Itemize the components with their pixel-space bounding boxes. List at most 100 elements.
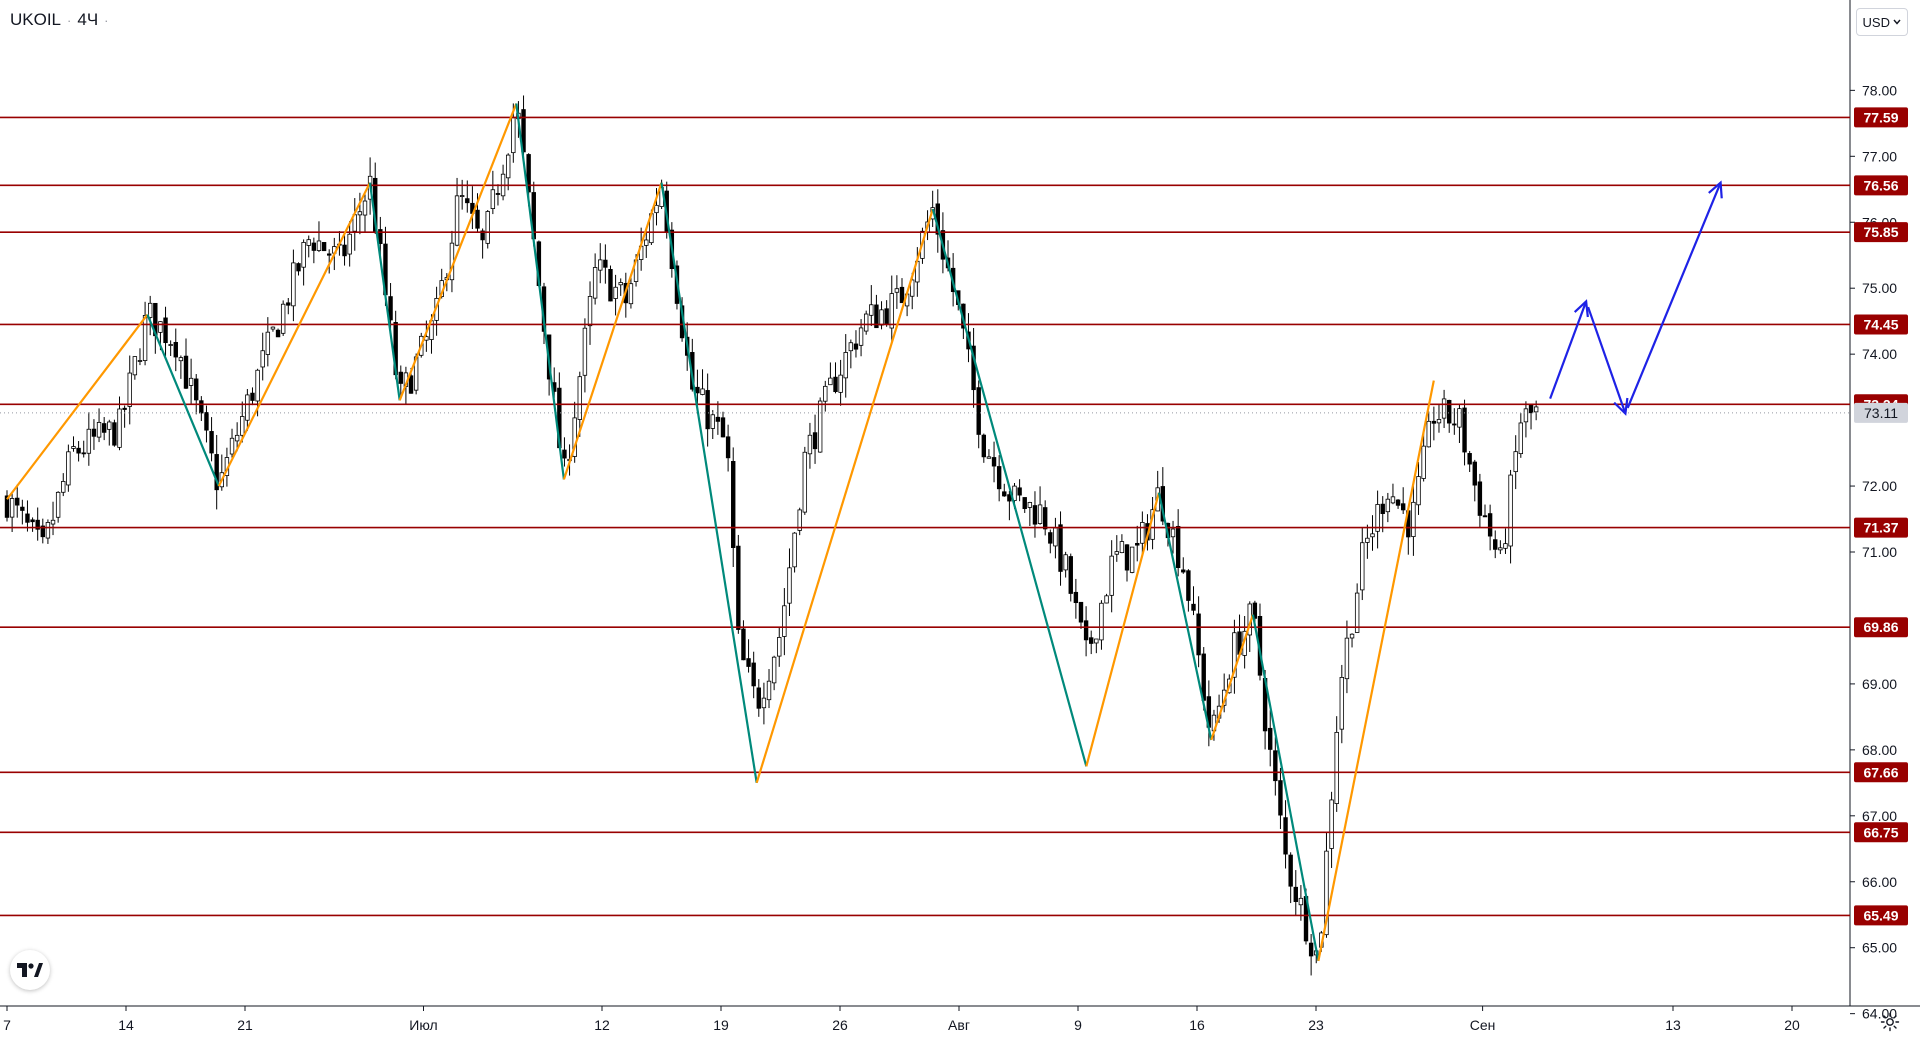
candle-body [1298, 897, 1304, 906]
candle-body [526, 154, 531, 193]
zigzag-segment [1317, 380, 1435, 962]
candle-body [843, 352, 848, 379]
candle-body [280, 303, 286, 334]
candle-body [853, 343, 859, 350]
price-tick-label: 64.00 [1862, 1006, 1897, 1022]
candle-body [1426, 420, 1431, 448]
candle-body [1533, 406, 1539, 413]
zigzag-segment [368, 182, 401, 401]
candle-body [9, 498, 15, 518]
candle-body [173, 341, 178, 358]
time-tick-label: 16 [1189, 1017, 1205, 1033]
candle-body [1421, 445, 1426, 479]
candle-body [715, 416, 721, 422]
candle-body [587, 296, 593, 327]
candle-body [357, 211, 363, 216]
candle-body [1283, 817, 1288, 855]
candle-body [991, 457, 997, 467]
currency-dropdown[interactable]: USD [1855, 8, 1908, 36]
forecast-segment [1587, 306, 1627, 414]
candle-body [1308, 942, 1314, 957]
candle-body [321, 242, 327, 252]
zigzag-segment [1251, 614, 1320, 962]
candle-body [802, 451, 808, 513]
candle-body [1012, 485, 1017, 501]
zigzag-segment [146, 314, 220, 487]
candle-body [1390, 496, 1396, 504]
time-tick-label: 19 [713, 1017, 729, 1033]
candle-body [1058, 524, 1063, 572]
candle-body [1135, 542, 1140, 546]
candle-body [1104, 595, 1109, 604]
candle-body [618, 282, 623, 286]
candle-body [465, 198, 470, 204]
candle-body [981, 434, 987, 458]
candle-body [782, 605, 787, 637]
candle-body [495, 193, 501, 195]
candle-body [1334, 731, 1339, 804]
candle-body [1073, 591, 1079, 604]
candle-body [240, 416, 245, 436]
candle-body [1482, 515, 1488, 518]
candle-body [286, 302, 291, 306]
candle-body [1048, 532, 1053, 544]
candle-body [700, 388, 705, 395]
candle-body [910, 279, 915, 297]
candle-body [296, 263, 301, 272]
candle-body [20, 506, 25, 511]
candle-body [1109, 555, 1114, 596]
price-tick-label: 72.00 [1862, 478, 1897, 494]
candle-body [388, 296, 393, 321]
candle-body [1513, 451, 1518, 473]
candle-body [869, 304, 874, 316]
candle-body [194, 378, 199, 401]
symbol-header[interactable]: UKOIL · 4Ч · [10, 10, 109, 30]
level-price-badge [1854, 762, 1908, 783]
candle-body [746, 658, 751, 667]
candle-body [398, 371, 403, 384]
candle-body [761, 697, 767, 709]
candle-body [986, 456, 992, 459]
zigzag-segment [398, 103, 518, 401]
price-tick-label: 68.00 [1862, 742, 1897, 758]
zigzag-segment [6, 313, 149, 500]
candle-body [316, 240, 322, 251]
candle-body [1063, 554, 1068, 571]
candle-body [1032, 505, 1038, 525]
time-tick-label: Июл [409, 1017, 437, 1033]
tradingview-logo-icon[interactable] [10, 950, 50, 990]
candle-body [1462, 407, 1467, 453]
candle-body [889, 293, 894, 329]
candle-body [1268, 727, 1273, 750]
candle-body [291, 262, 296, 307]
candle-body [1191, 603, 1196, 611]
candle-body [91, 428, 97, 437]
candle-body [1129, 546, 1135, 573]
candle-body [1099, 602, 1104, 641]
candle-body [1170, 528, 1176, 538]
zigzag-segment [217, 182, 371, 487]
candle-body [1503, 543, 1508, 549]
candle-body [112, 422, 117, 446]
candle-body [766, 680, 772, 701]
candle-body [879, 309, 884, 326]
candle-body [71, 446, 76, 449]
candle-body [644, 239, 649, 246]
candle-body [838, 374, 843, 393]
candle-body [741, 628, 746, 661]
level-price-label: 75.85 [1863, 224, 1898, 240]
candle-body [183, 355, 189, 389]
candle-body [1452, 423, 1457, 426]
candle-body [209, 431, 214, 454]
candle-body [1078, 601, 1084, 623]
candle-body [582, 327, 588, 376]
candle-body [608, 269, 613, 302]
candle-body [1068, 556, 1073, 594]
gear-icon[interactable] [1878, 1010, 1902, 1034]
candle-body [1477, 481, 1483, 516]
price-tick-label: 67.00 [1862, 808, 1897, 824]
candle-body [1007, 494, 1012, 502]
time-tick-label: Сен [1470, 1017, 1496, 1033]
